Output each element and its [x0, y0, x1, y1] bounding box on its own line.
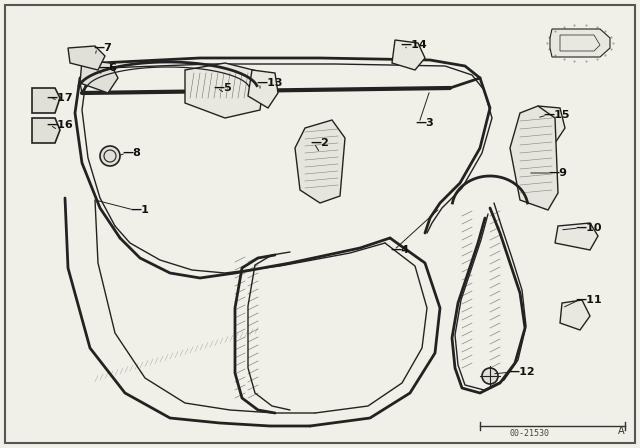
Circle shape	[482, 368, 498, 384]
Polygon shape	[560, 300, 590, 330]
Text: —7: —7	[93, 43, 112, 53]
Polygon shape	[535, 106, 565, 143]
Polygon shape	[550, 29, 610, 57]
Polygon shape	[185, 63, 265, 118]
Polygon shape	[510, 106, 558, 210]
Text: —8: —8	[122, 148, 141, 158]
Polygon shape	[68, 46, 105, 70]
Text: —3: —3	[415, 118, 434, 128]
Text: —9: —9	[548, 168, 567, 178]
Text: A: A	[618, 426, 625, 436]
Polygon shape	[248, 70, 278, 108]
Text: —17: —17	[46, 93, 72, 103]
Polygon shape	[80, 60, 118, 93]
Circle shape	[100, 146, 120, 166]
Text: —2: —2	[310, 138, 329, 148]
Polygon shape	[32, 88, 60, 113]
Text: —12: —12	[508, 367, 534, 377]
Text: —14: —14	[400, 40, 427, 50]
Text: —13: —13	[256, 78, 282, 88]
Polygon shape	[295, 120, 345, 203]
Text: —16: —16	[46, 120, 73, 130]
Text: —6: —6	[98, 63, 117, 73]
Text: —4: —4	[390, 245, 409, 255]
Text: —11: —11	[575, 295, 602, 305]
Text: 00-21530: 00-21530	[510, 429, 550, 438]
Text: —1: —1	[130, 205, 149, 215]
Text: —10: —10	[575, 223, 602, 233]
Text: —5: —5	[213, 83, 232, 93]
Polygon shape	[32, 118, 60, 143]
Text: —15: —15	[543, 110, 570, 120]
Polygon shape	[392, 40, 425, 70]
Polygon shape	[555, 223, 598, 250]
